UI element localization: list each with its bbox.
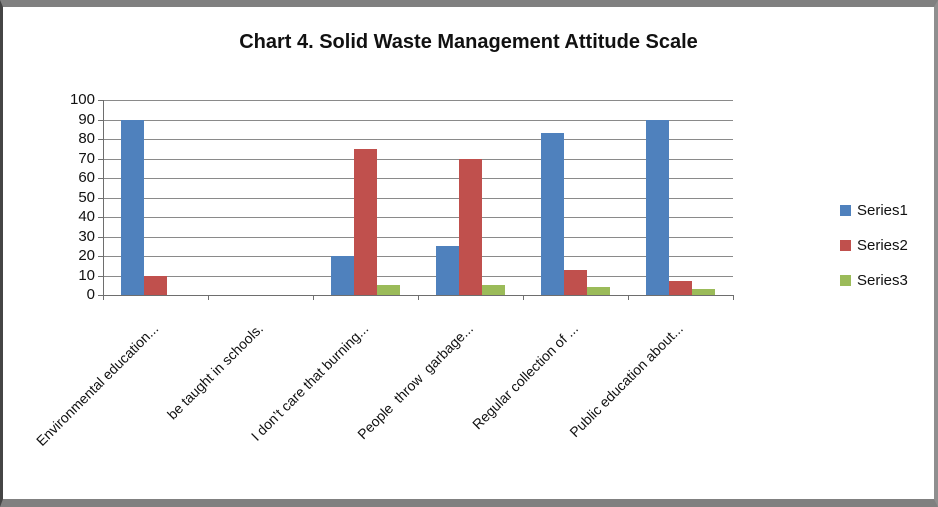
plot-area: 0 10 20 30 40 50 60 70 80 90 100 Environmental educ…: [3, 7, 934, 499]
y-tick-label: 40: [78, 208, 95, 225]
y-axis-tick: [98, 119, 103, 121]
y-axis-tick: [98, 139, 103, 140]
legend-item-series1: Series1: [840, 203, 908, 218]
gridline: [103, 256, 733, 257]
x-category-label-text: I don’t care that burning...: [247, 320, 372, 444]
x-category-label-text: People throw garbage...: [354, 320, 477, 443]
legend-swatch-series2: [840, 240, 851, 251]
bar-series1-cat1: [121, 119, 144, 295]
y-axis-tick: [98, 178, 103, 179]
x-axis-tick: [418, 295, 419, 300]
gridline: [103, 139, 733, 140]
legend: Series1 Series2 Series3: [840, 203, 908, 288]
x-category-label-text: Regular collection of ...: [469, 320, 582, 433]
y-tick-label: 90: [78, 110, 95, 128]
bar-series2-cat1: [144, 275, 167, 295]
gridline: [103, 119, 733, 121]
gridline: [103, 275, 733, 277]
legend-label: Series2: [857, 237, 908, 254]
legend-label: Series1: [857, 202, 908, 219]
y-axis-tick: [98, 197, 103, 199]
bar-series1-cat3: [331, 256, 354, 295]
bar-series2-cat4: [459, 158, 482, 295]
y-tick-label: 60: [78, 169, 95, 186]
gridline: [103, 217, 733, 218]
y-tick-label: 100: [69, 91, 95, 108]
y-axis-tick: [98, 236, 103, 238]
gridline: [103, 178, 733, 179]
gridline: [103, 197, 733, 199]
y-axis-tick: [98, 275, 103, 277]
y-tick-label: 0: [86, 286, 95, 303]
bar-series3-cat3: [377, 285, 400, 295]
x-axis-tick: [628, 295, 629, 300]
y-tick-label: 80: [78, 130, 95, 147]
bar-series1-cat5: [541, 133, 564, 295]
y-tick-label: 20: [78, 247, 95, 264]
y-axis-tick: [98, 100, 103, 101]
y-tick-label: 10: [78, 266, 95, 284]
x-axis-tick: [313, 295, 314, 300]
gridline: [103, 100, 733, 101]
bar-series2-cat3: [354, 148, 377, 295]
y-tick-label: 30: [78, 227, 95, 245]
y-axis-tick: [98, 295, 103, 296]
bar-series3-cat6: [692, 289, 715, 295]
bar-series1-cat4: [436, 246, 459, 295]
y-tick-label: 70: [78, 149, 95, 167]
y-tick-label: 50: [78, 188, 95, 206]
bar-series2-cat6: [669, 281, 692, 295]
legend-item-series3: Series3: [840, 273, 908, 288]
gridline: [103, 158, 733, 160]
x-axis-tick: [523, 295, 524, 300]
bar-series3-cat5: [587, 287, 610, 295]
legend-swatch-series3: [840, 275, 851, 286]
y-axis-line: [103, 100, 104, 296]
y-axis-tick: [98, 217, 103, 218]
bar-series2-cat5: [564, 269, 587, 295]
chart-title: Chart 4. Solid Waste Management Attitude…: [239, 31, 698, 53]
legend-item-series2: Series2: [840, 238, 908, 253]
x-category-label-text: be taught in schools.: [164, 320, 267, 423]
gridline: [103, 236, 733, 238]
y-axis-tick: [98, 158, 103, 160]
bar-series3-cat4: [482, 285, 505, 295]
x-category-label-text: Public education about...: [566, 320, 687, 441]
bar-series1-cat6: [646, 119, 669, 295]
x-category-label-text: Environmental education...: [32, 320, 162, 449]
x-axis-tick: [208, 295, 209, 300]
x-axis-tick: [103, 295, 104, 300]
y-axis-tick: [98, 256, 103, 257]
legend-label: Series3: [857, 272, 908, 289]
x-axis-tick: [733, 295, 734, 300]
legend-swatch-series1: [840, 205, 851, 216]
